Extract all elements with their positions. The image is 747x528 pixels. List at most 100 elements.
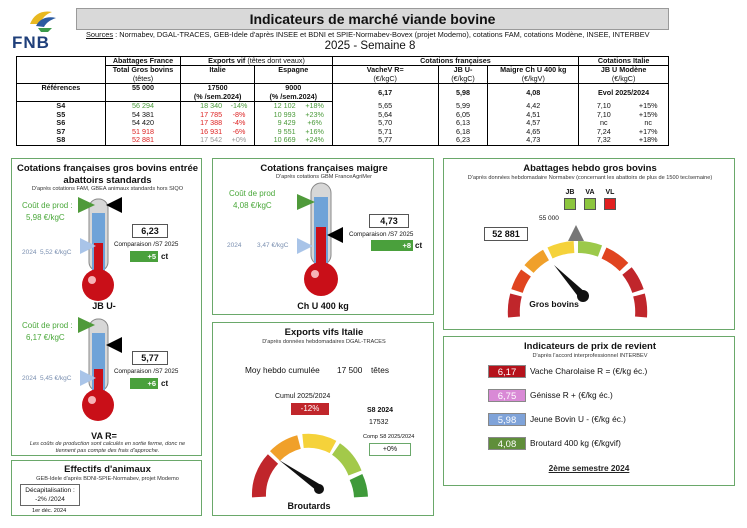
cell-italie-pct: -4% bbox=[232, 118, 246, 128]
prix-label: Génisse R + (€/kg éc.) bbox=[530, 390, 613, 400]
cell-vache: 5,64 bbox=[331, 110, 439, 120]
table-row: S6 54 420 17 388 -4% 9 429 +6% 5,70 6,13 4,57 nc n… bbox=[16, 118, 670, 128]
legend-swatch bbox=[564, 198, 576, 210]
cell-italie: 17 542 bbox=[180, 136, 225, 146]
gb-delta-1: +5 bbox=[130, 251, 158, 262]
cost-marker-maigre-icon bbox=[297, 194, 315, 210]
gb-cost-value-2: 6,17 €/kgC bbox=[26, 333, 65, 342]
header-maigre-unit: (€/kgV) bbox=[487, 74, 579, 85]
exports-s8-label: S8 2024 bbox=[367, 407, 394, 414]
header-maigre: Maigre Ch U 400 kg bbox=[487, 66, 579, 75]
cell-espagne: 9 551 bbox=[253, 127, 298, 137]
panel-gros-bovins: Cotations françaises gros bovins entrée … bbox=[11, 158, 202, 456]
cell-italie-pct: -6% bbox=[232, 126, 246, 136]
maigre-compare: Comparaison /S7 2025 bbox=[349, 231, 414, 238]
logo-text: FNB bbox=[12, 33, 50, 52]
cell-espagne: 10 669 bbox=[253, 136, 298, 146]
group-cotations-it: Cotations Italie bbox=[578, 55, 669, 67]
ref-label: Références bbox=[16, 84, 106, 93]
cell-modene: nc bbox=[578, 119, 629, 128]
gb-year-value-2: 5,45 €/kgC bbox=[40, 375, 72, 382]
abattages-gauge-label: Gros bovins bbox=[529, 299, 579, 309]
legend-swatch bbox=[584, 198, 596, 210]
decap-label: Décapitalisation : bbox=[25, 487, 75, 494]
bird-logo-icon bbox=[30, 11, 56, 32]
cell-espagne: 10 993 bbox=[253, 110, 298, 120]
cell-espagne-pct: +18% bbox=[305, 101, 324, 111]
cell-espagne-pct: +23% bbox=[305, 109, 324, 119]
cell-italie: 16 931 bbox=[180, 127, 225, 137]
effectifs-note: GEB-Idele d'après BDNI-SPIE-Normabev, pr… bbox=[36, 476, 179, 482]
gb-footnote-1: Les coûts de production sont calculés en… bbox=[29, 441, 186, 447]
cell-espagne: 9 429 bbox=[253, 119, 298, 128]
cell-modene: 7,10 bbox=[578, 110, 629, 120]
cell-jb: 6,05 bbox=[437, 110, 488, 120]
cell-maigre: 4,51 bbox=[487, 110, 579, 120]
maigre-cost-value: 4,08 €/kgC bbox=[233, 201, 272, 210]
header-modene: JB U Modène bbox=[578, 66, 669, 75]
sources-text: : Normabev, DGAL-TRACES, GEB-Idele d'apr… bbox=[113, 30, 650, 39]
ref-jb: 5,98 bbox=[437, 83, 488, 102]
current-marker-maigre-icon bbox=[327, 227, 343, 243]
broutards-gauge-icon bbox=[251, 433, 368, 498]
cell-vache: 5,70 bbox=[331, 119, 439, 128]
cell-italie-pct: +0% bbox=[224, 136, 255, 146]
gb-year-label-1: 2024 bbox=[22, 249, 37, 256]
cell-vache: 5,77 bbox=[331, 136, 439, 146]
ref-italie-sub: (% /sem.2024) bbox=[180, 92, 255, 103]
cell-week: S6 bbox=[16, 119, 106, 128]
maigre-year-value: 3,47 €/kgC bbox=[257, 242, 289, 249]
gb-cost-label-2: Coût de prod : bbox=[22, 321, 73, 330]
year-marker-jb-icon bbox=[80, 238, 96, 254]
prix-label: Jeune Bovin U - (€/kg éc.) bbox=[530, 414, 626, 424]
legend-item: VA bbox=[582, 189, 598, 210]
cell-maigre: 4,65 bbox=[487, 127, 579, 137]
fnb-logo: FNB bbox=[8, 6, 70, 54]
panel-gb-title-2: abattoirs standards bbox=[63, 175, 152, 186]
cell-total: 54 420 bbox=[104, 119, 181, 128]
maigre-name: Ch U 400 kg bbox=[297, 301, 349, 311]
cell-jb: 6,13 bbox=[437, 119, 488, 128]
ref-espagne: 9000 bbox=[253, 84, 333, 93]
abattages-note: D'après données hebdomadaire Normabev (c… bbox=[467, 175, 713, 181]
gb-name-2: VA R= bbox=[91, 431, 117, 441]
maigre-value: 4,73 bbox=[369, 214, 409, 228]
gb-value-1: 6,23 bbox=[132, 224, 168, 238]
exports-gauge-label: Broutards bbox=[287, 501, 331, 511]
thermometer-jb-icon bbox=[82, 198, 114, 301]
prix-note: D'après l'accord interprofessionnel INTE… bbox=[532, 353, 648, 359]
cell-total: 51 918 bbox=[104, 127, 181, 137]
abattages-title: Abattages hebdo gros bovins bbox=[523, 163, 657, 174]
maigre-title: Cotations françaises maigre bbox=[260, 163, 388, 174]
header-vache: VacheV R= bbox=[331, 66, 439, 75]
gb-compare-2: Comparaison /S7 2025 bbox=[114, 368, 179, 375]
gb-name-1: JB U- bbox=[92, 301, 116, 311]
panel-abattages: Abattages hebdo gros bovins D'après donn… bbox=[443, 158, 735, 330]
group-cotations-fr: Cotations françaises bbox=[331, 55, 579, 67]
cell-jb: 6,18 bbox=[437, 127, 488, 137]
legend-swatch bbox=[604, 198, 616, 210]
gb-delta-unit-1: ct bbox=[161, 252, 169, 261]
header-total-unit: (têtes) bbox=[104, 74, 181, 85]
cell-week: S8 bbox=[16, 136, 106, 146]
sources-line: Sources : Normabev, DGAL-TRACES, GEB-Ide… bbox=[86, 30, 736, 39]
prix-title: Indicateurs de prix de revient bbox=[524, 341, 656, 352]
ref-total: 55 000 bbox=[104, 84, 181, 93]
cell-week: S7 bbox=[16, 127, 106, 137]
gb-cost-label-1: Coût de prod : bbox=[22, 201, 73, 210]
header-modene-unit: (€/kgC) bbox=[578, 74, 669, 85]
prix-value: 6,17 bbox=[488, 365, 526, 378]
cell-italie-pct: -14% bbox=[230, 101, 248, 111]
maigre-note: D'après cotations GBM FranceAgriMer bbox=[276, 174, 372, 180]
cell-vache: 5,71 bbox=[331, 127, 439, 137]
header-vache-unit: (€/kgC) bbox=[331, 74, 439, 85]
group-exports-note: (têtes dont veaux) bbox=[247, 56, 305, 65]
maigre-year-label: 2024 bbox=[227, 242, 242, 249]
cell-total: 52 881 bbox=[104, 136, 181, 146]
cell-modene-pct: +15% bbox=[628, 110, 670, 120]
exports-note: D'après données hebdomadaires DGAL-TRACE… bbox=[262, 339, 386, 345]
cell-espagne-pct: +16% bbox=[305, 126, 324, 136]
cell-total: 54 381 bbox=[104, 110, 181, 120]
legend-label: VL bbox=[605, 189, 615, 196]
prix-label: Vache Charolaise R = (€/kg éc.) bbox=[530, 366, 648, 376]
